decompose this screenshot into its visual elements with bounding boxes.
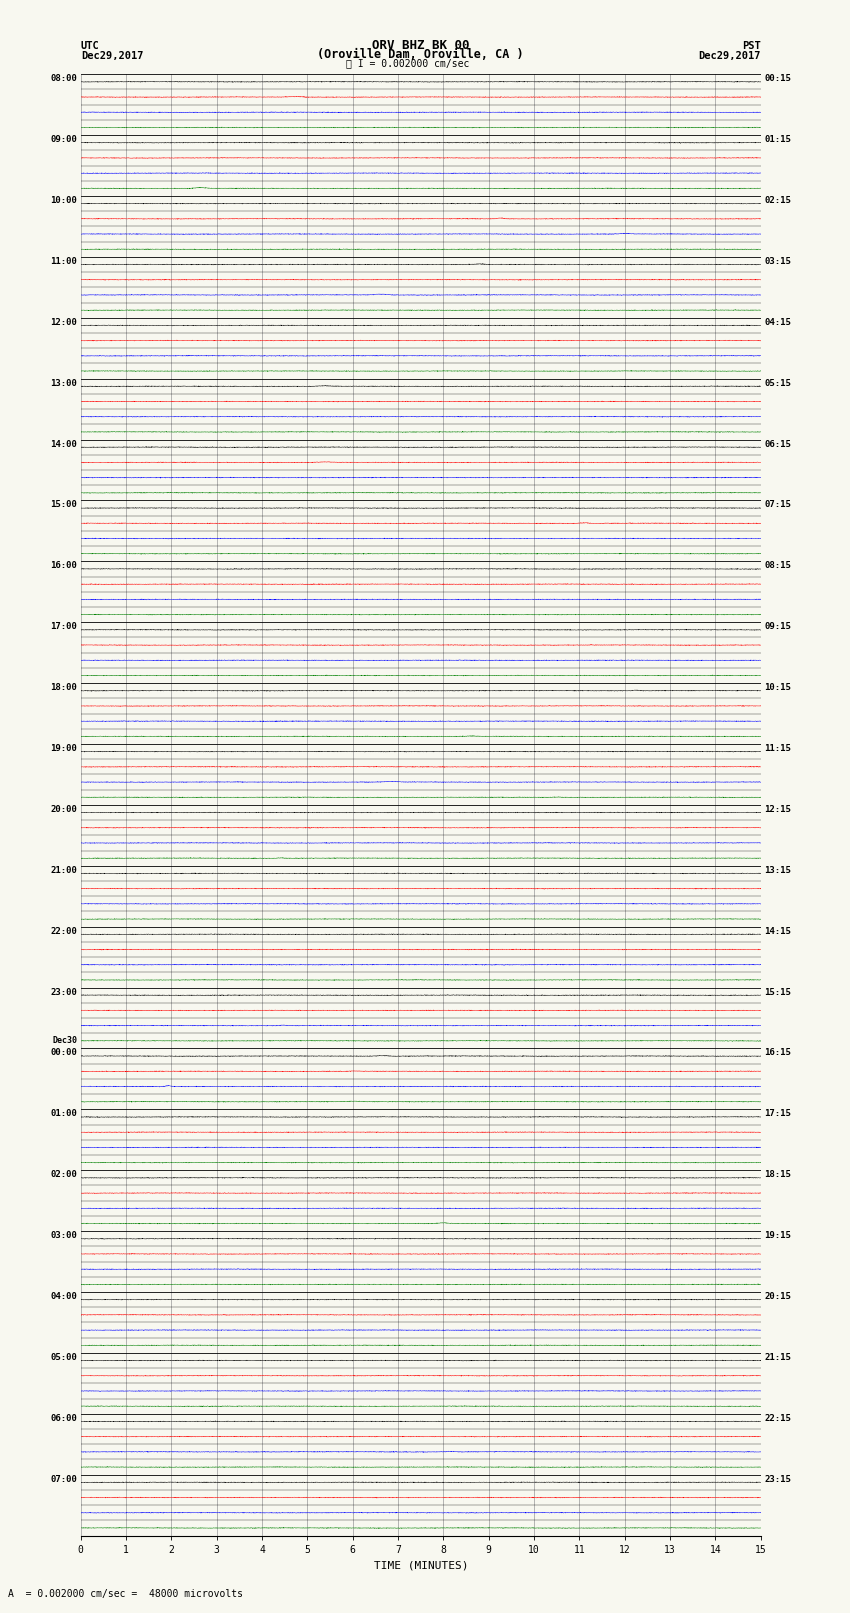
Text: 09:00: 09:00 <box>50 135 77 144</box>
Text: 01:15: 01:15 <box>764 135 791 144</box>
Text: 08:15: 08:15 <box>764 561 791 571</box>
Text: Dec29,2017: Dec29,2017 <box>81 50 144 61</box>
Text: (Oroville Dam, Oroville, CA ): (Oroville Dam, Oroville, CA ) <box>317 47 524 61</box>
Text: PST: PST <box>742 40 761 52</box>
Text: 10:15: 10:15 <box>764 684 791 692</box>
Text: Dec29,2017: Dec29,2017 <box>698 50 761 61</box>
Text: 15:00: 15:00 <box>50 500 77 510</box>
Text: 20:00: 20:00 <box>50 805 77 815</box>
Text: 00:15: 00:15 <box>764 74 791 84</box>
Text: 12:00: 12:00 <box>50 318 77 327</box>
Text: 04:00: 04:00 <box>50 1292 77 1302</box>
Text: 22:15: 22:15 <box>764 1413 791 1423</box>
Text: 11:15: 11:15 <box>764 744 791 753</box>
Text: 05:15: 05:15 <box>764 379 791 387</box>
Text: 18:15: 18:15 <box>764 1171 791 1179</box>
Text: 07:15: 07:15 <box>764 500 791 510</box>
Text: 19:15: 19:15 <box>764 1231 791 1240</box>
Text: 23:00: 23:00 <box>50 987 77 997</box>
Text: 01:00: 01:00 <box>50 1110 77 1118</box>
Text: ORV BHZ BK 00: ORV BHZ BK 00 <box>372 39 469 53</box>
Text: UTC: UTC <box>81 40 99 52</box>
Text: 22:00: 22:00 <box>50 926 77 936</box>
Text: 16:15: 16:15 <box>764 1048 791 1058</box>
Text: 23:15: 23:15 <box>764 1474 791 1484</box>
Text: 06:00: 06:00 <box>50 1413 77 1423</box>
Text: 05:00: 05:00 <box>50 1353 77 1361</box>
Text: 08:00: 08:00 <box>50 74 77 84</box>
Text: 07:00: 07:00 <box>50 1474 77 1484</box>
Text: Dec30: Dec30 <box>53 1036 77 1045</box>
Text: 04:15: 04:15 <box>764 318 791 327</box>
X-axis label: TIME (MINUTES): TIME (MINUTES) <box>373 1560 468 1569</box>
Text: 21:00: 21:00 <box>50 866 77 874</box>
Text: 15:15: 15:15 <box>764 987 791 997</box>
Text: 11:00: 11:00 <box>50 256 77 266</box>
Text: 09:15: 09:15 <box>764 623 791 631</box>
Text: 13:00: 13:00 <box>50 379 77 387</box>
Text: 19:00: 19:00 <box>50 744 77 753</box>
Text: 13:15: 13:15 <box>764 866 791 874</box>
Text: 02:15: 02:15 <box>764 197 791 205</box>
Text: 03:15: 03:15 <box>764 256 791 266</box>
Text: 10:00: 10:00 <box>50 197 77 205</box>
Text: 21:15: 21:15 <box>764 1353 791 1361</box>
Text: 17:15: 17:15 <box>764 1110 791 1118</box>
Text: 06:15: 06:15 <box>764 440 791 448</box>
Text: 16:00: 16:00 <box>50 561 77 571</box>
Text: 17:00: 17:00 <box>50 623 77 631</box>
Text: 14:15: 14:15 <box>764 926 791 936</box>
Text: 20:15: 20:15 <box>764 1292 791 1302</box>
Text: 03:00: 03:00 <box>50 1231 77 1240</box>
Text: 00:00: 00:00 <box>50 1048 77 1058</box>
Text: A  = 0.002000 cm/sec =  48000 microvolts: A = 0.002000 cm/sec = 48000 microvolts <box>8 1589 243 1598</box>
Text: 12:15: 12:15 <box>764 805 791 815</box>
Text: ⏐ I = 0.002000 cm/sec: ⏐ I = 0.002000 cm/sec <box>346 58 470 68</box>
Text: 18:00: 18:00 <box>50 684 77 692</box>
Text: 02:00: 02:00 <box>50 1171 77 1179</box>
Text: 14:00: 14:00 <box>50 440 77 448</box>
